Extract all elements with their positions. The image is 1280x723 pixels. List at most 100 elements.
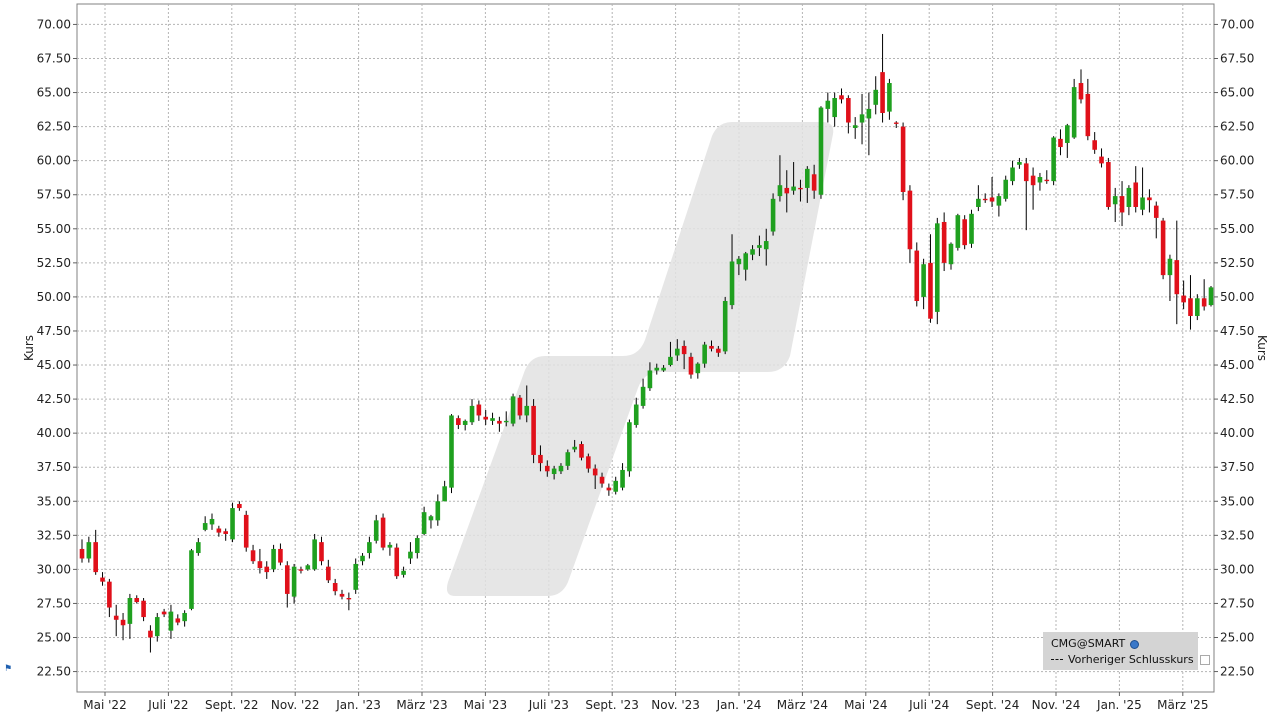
candle-body-down [1044,179,1050,182]
candle-body-down [914,250,920,301]
x-tick-label: Juli '23 [528,698,569,712]
candle [93,529,98,575]
candle-body-down [798,187,803,190]
candle [503,411,509,427]
candle-body-up [661,367,666,371]
candle [791,162,796,195]
candle-body-up [230,508,235,540]
y-tick-label-left: 55.00 [37,222,71,236]
candle-body-up [633,404,639,425]
candle [1112,187,1118,222]
candle-body-down [257,561,263,569]
y-tick-label-left: 65.00 [37,86,71,100]
candle [695,362,701,379]
candle [175,614,181,626]
candle [1065,123,1070,158]
candle-body-up [1010,167,1015,182]
candle-body-up [182,612,187,622]
candle-body-down [113,615,119,620]
candle [852,117,858,139]
candle-body-down [941,221,947,263]
candle [264,561,270,579]
candle-body-down [900,126,906,193]
candle [428,514,434,529]
candle-body-up [757,245,762,248]
candle [989,177,995,207]
candle [79,539,85,563]
candle-body-down [1133,182,1139,207]
candle-body-up [695,363,701,374]
candle-body-up [154,617,160,637]
candle [784,170,790,213]
candle-body-down [326,566,331,581]
candle-body-down [1201,298,1207,307]
candle [1160,217,1166,280]
x-tick-label: Sept. '24 [966,698,1020,712]
candle-body-down [476,404,482,416]
candle [278,543,283,566]
candle-body-up [921,264,926,297]
candle [606,483,612,496]
y-tick-label-right: 30.00 [1220,562,1254,576]
candle [1037,172,1043,191]
candle [442,480,447,502]
candle-body-down [456,418,461,425]
candle [421,506,427,536]
candle [373,514,379,544]
candle-body-up [1003,179,1009,199]
candle-body-up [312,539,317,570]
candle [237,501,242,511]
prev-close-checkbox[interactable] [1199,654,1210,665]
candle [1051,136,1056,186]
candle-body-up [428,516,434,521]
candle-body-up [647,370,653,389]
candle [928,234,933,323]
candle-body-up [86,542,92,559]
candle [627,419,632,477]
candle [763,228,769,266]
candle [825,92,831,123]
candle-body-up [387,544,393,548]
y-axis-label-left: Kurs [22,335,36,361]
candle [1023,157,1029,231]
candle [996,193,1002,217]
y-tick-label-right: 55.00 [1220,222,1254,236]
candle-body-down [1160,220,1166,276]
candle-body-down [893,122,899,124]
candle [716,345,721,357]
candle-body-down [846,98,851,123]
candle-body-up [1065,125,1070,143]
legend-prev-close-label: Vorheriger Schlusskurs [1068,653,1194,666]
candle [216,525,222,537]
candle [962,215,967,250]
candle-body-down [93,542,98,573]
y-tick-label-left: 60.00 [37,154,71,168]
candle [586,453,591,473]
candle-body-up [825,100,831,109]
candle-body-up [414,538,420,554]
legend: CMG@SMART Vorheriger Schlusskurs [1043,632,1210,670]
candle [955,213,961,251]
y-tick-label-right: 35.00 [1220,494,1254,508]
x-tick-label: Mai '22 [83,698,126,712]
candle-body-up [1195,298,1200,316]
pin-icon[interactable]: ⚑ [4,664,13,674]
candle [544,460,550,477]
candle-body-down [141,600,146,618]
candle-body-down [592,468,598,476]
candle [189,548,194,611]
y-tick-label-right: 25.00 [1220,631,1254,645]
x-tick-label: Juli '24 [908,698,949,712]
candle [401,566,406,578]
candle [661,365,666,372]
y-tick-label-left: 32.50 [37,528,71,542]
candle [107,578,112,618]
candle [907,185,913,263]
y-tick-label-right: 22.50 [1220,665,1254,679]
dashed-line-icon [1051,659,1063,660]
candle-body-up [640,386,646,406]
globe-icon[interactable] [1130,639,1140,649]
y-tick-label-left: 57.50 [37,188,71,202]
